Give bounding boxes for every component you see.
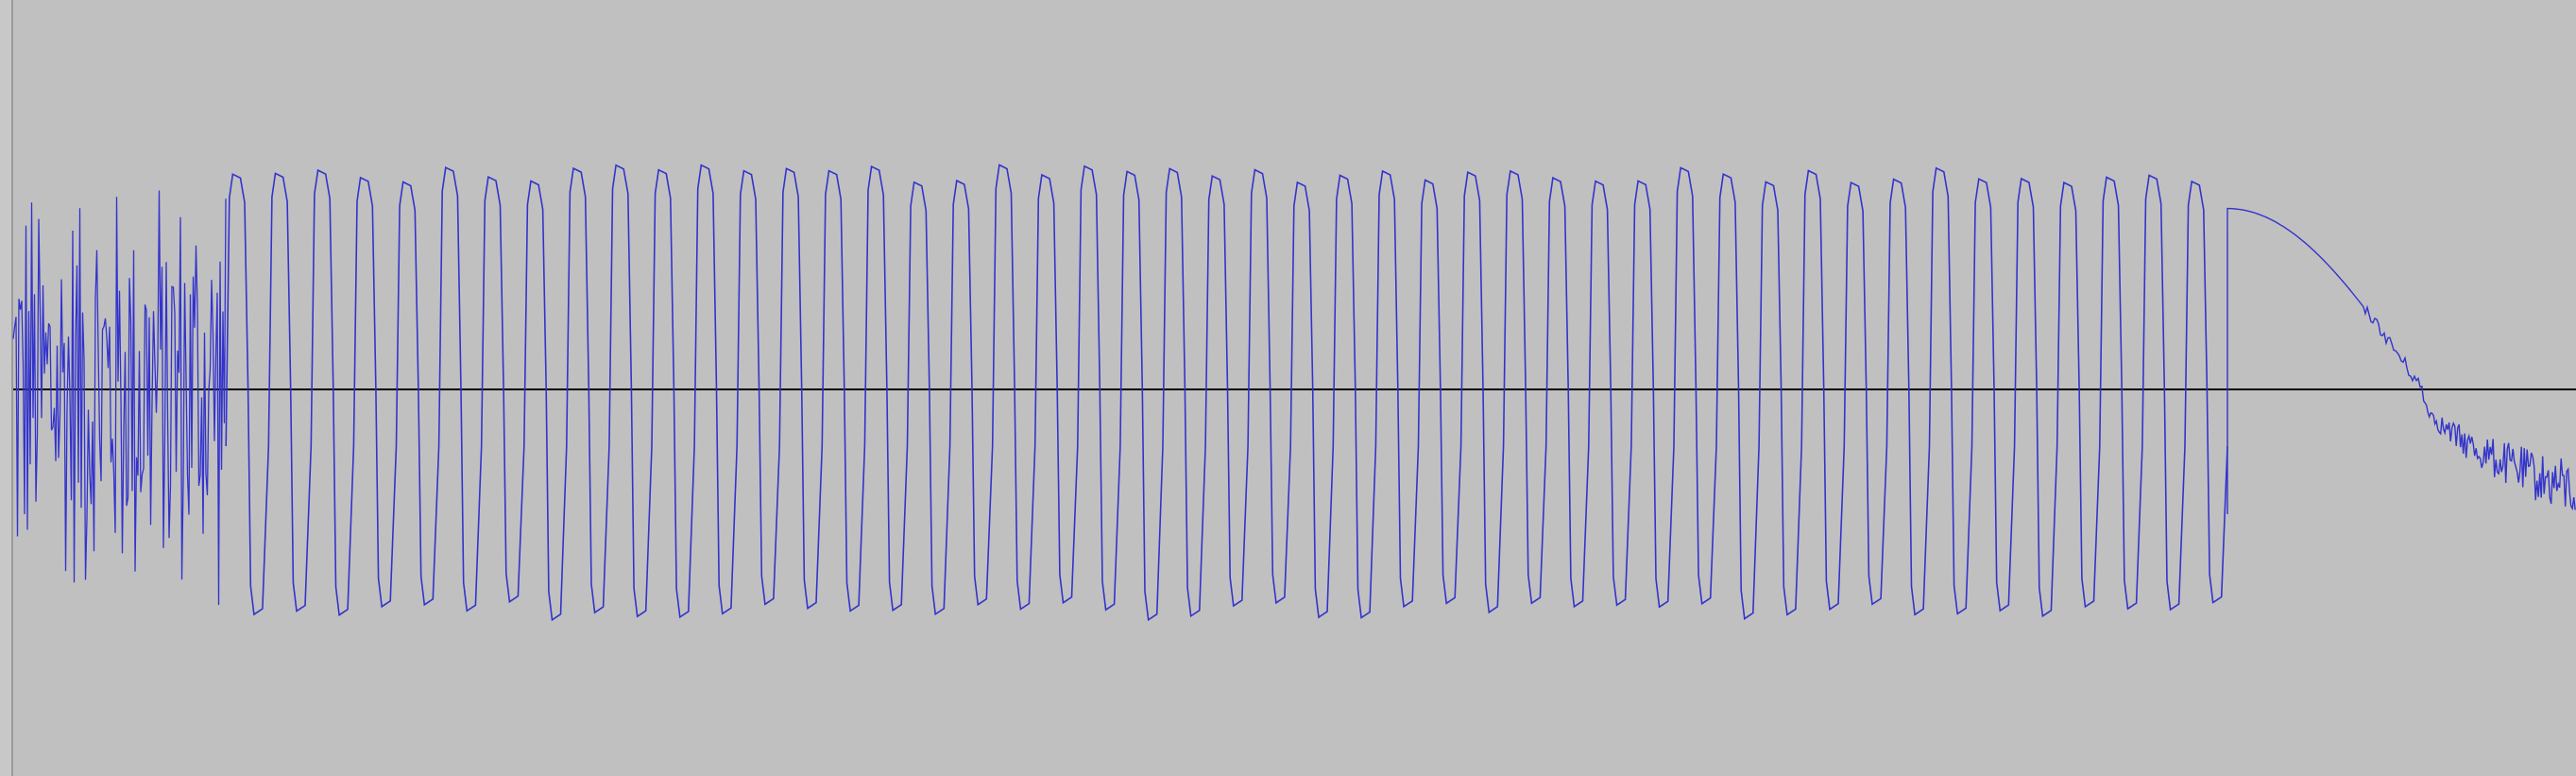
waveform-decay-tail [2226, 207, 2576, 514]
track-left-edge [0, 0, 13, 776]
waveform-noise-burst [12, 190, 227, 606]
waveform-clean-cycles [225, 164, 2228, 622]
